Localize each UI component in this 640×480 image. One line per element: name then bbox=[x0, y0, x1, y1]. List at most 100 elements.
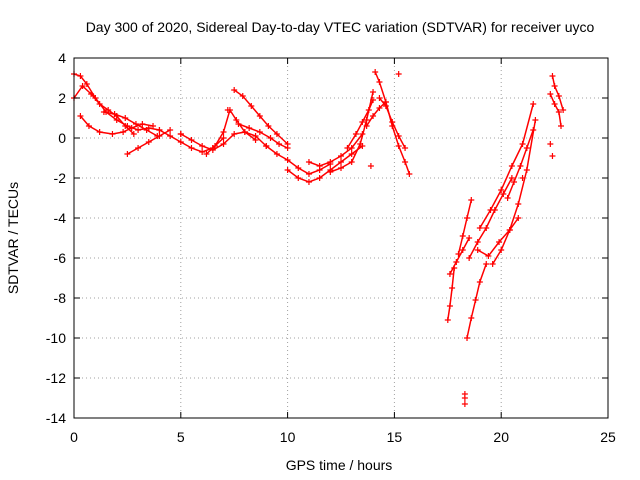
data-point bbox=[376, 105, 383, 111]
data-point bbox=[551, 101, 558, 107]
data-point bbox=[530, 127, 537, 133]
y-tick-label: 4 bbox=[58, 50, 66, 66]
data-point bbox=[370, 113, 377, 119]
series-track-29 bbox=[547, 91, 565, 129]
data-point bbox=[382, 99, 389, 105]
data-point bbox=[551, 83, 558, 89]
data-point bbox=[461, 395, 468, 401]
data-point bbox=[338, 159, 344, 165]
data-point bbox=[122, 115, 129, 121]
data-point bbox=[555, 93, 562, 99]
series-line bbox=[205, 108, 257, 155]
data-point bbox=[135, 145, 142, 151]
data-point bbox=[519, 141, 526, 147]
data-point bbox=[461, 401, 468, 407]
data-point bbox=[444, 317, 451, 323]
series-line bbox=[330, 91, 374, 173]
series-track-17 bbox=[376, 95, 409, 151]
data-point bbox=[446, 303, 453, 309]
data-point bbox=[547, 91, 554, 97]
series-track-25 bbox=[476, 101, 537, 231]
data-point bbox=[145, 139, 152, 145]
data-point bbox=[560, 107, 567, 113]
data-point bbox=[532, 117, 539, 123]
data-point bbox=[338, 153, 344, 159]
data-point bbox=[305, 179, 312, 185]
y-tick-label: -6 bbox=[54, 250, 67, 266]
data-point bbox=[177, 139, 184, 145]
data-point bbox=[395, 143, 402, 149]
data-point bbox=[256, 113, 263, 119]
data-point bbox=[496, 239, 503, 245]
y-tick-label: -14 bbox=[46, 410, 66, 426]
series-track-5 bbox=[124, 127, 174, 157]
data-point bbox=[367, 163, 374, 169]
data-point bbox=[498, 187, 505, 193]
data-point bbox=[555, 109, 562, 115]
data-point bbox=[130, 131, 137, 137]
data-point bbox=[111, 111, 118, 117]
data-point bbox=[464, 335, 471, 341]
series-track-14 bbox=[327, 89, 377, 175]
data-point bbox=[284, 157, 291, 163]
series-track-18 bbox=[363, 99, 389, 129]
data-point bbox=[239, 93, 246, 99]
series-line bbox=[308, 133, 363, 167]
series-track-27 bbox=[504, 127, 537, 201]
data-point bbox=[77, 113, 84, 119]
y-tick-label: 0 bbox=[58, 130, 66, 146]
plot-frame bbox=[73, 57, 609, 419]
data-point bbox=[203, 151, 210, 157]
data-point bbox=[370, 97, 377, 103]
data-point bbox=[284, 145, 291, 151]
series-line bbox=[79, 115, 154, 135]
data-point bbox=[220, 129, 227, 135]
data-point bbox=[549, 73, 556, 79]
data-point bbox=[167, 133, 174, 139]
data-point bbox=[472, 297, 479, 303]
series-line bbox=[549, 93, 562, 127]
data-point bbox=[395, 71, 402, 77]
data-point bbox=[316, 163, 323, 169]
series-line bbox=[287, 145, 363, 183]
data-point bbox=[235, 121, 242, 127]
data-point bbox=[188, 137, 195, 143]
series-track-1 bbox=[71, 71, 163, 133]
data-point bbox=[273, 131, 280, 137]
data-point bbox=[96, 129, 103, 135]
data-point bbox=[558, 123, 565, 129]
data-point bbox=[199, 143, 206, 149]
data-point bbox=[231, 131, 238, 137]
data-point bbox=[508, 163, 515, 169]
series-line bbox=[457, 199, 473, 255]
data-point bbox=[105, 107, 112, 113]
data-point bbox=[455, 251, 462, 257]
data-point bbox=[150, 123, 157, 129]
data-point bbox=[132, 121, 139, 127]
data-point bbox=[267, 135, 274, 141]
data-point bbox=[406, 171, 413, 177]
data-point bbox=[487, 207, 494, 213]
data-point bbox=[352, 131, 359, 137]
data-point bbox=[376, 95, 383, 101]
data-point bbox=[372, 69, 379, 75]
series-track-21 bbox=[455, 197, 475, 257]
data-point bbox=[284, 167, 291, 173]
y-tick-label: 2 bbox=[58, 90, 66, 106]
data-point bbox=[246, 125, 253, 131]
data-point bbox=[468, 197, 475, 203]
data-point bbox=[476, 225, 483, 231]
data-point bbox=[446, 271, 453, 277]
data-point bbox=[395, 133, 402, 139]
data-point bbox=[327, 169, 334, 175]
data-series bbox=[71, 69, 567, 407]
data-point bbox=[177, 131, 184, 137]
data-point bbox=[211, 143, 218, 149]
series-track-15 bbox=[344, 97, 377, 151]
data-point bbox=[220, 141, 227, 147]
data-point bbox=[357, 141, 364, 147]
series-track-28 bbox=[549, 73, 567, 113]
series-track-11 bbox=[263, 143, 334, 177]
data-point bbox=[511, 179, 518, 185]
data-point bbox=[474, 247, 481, 253]
